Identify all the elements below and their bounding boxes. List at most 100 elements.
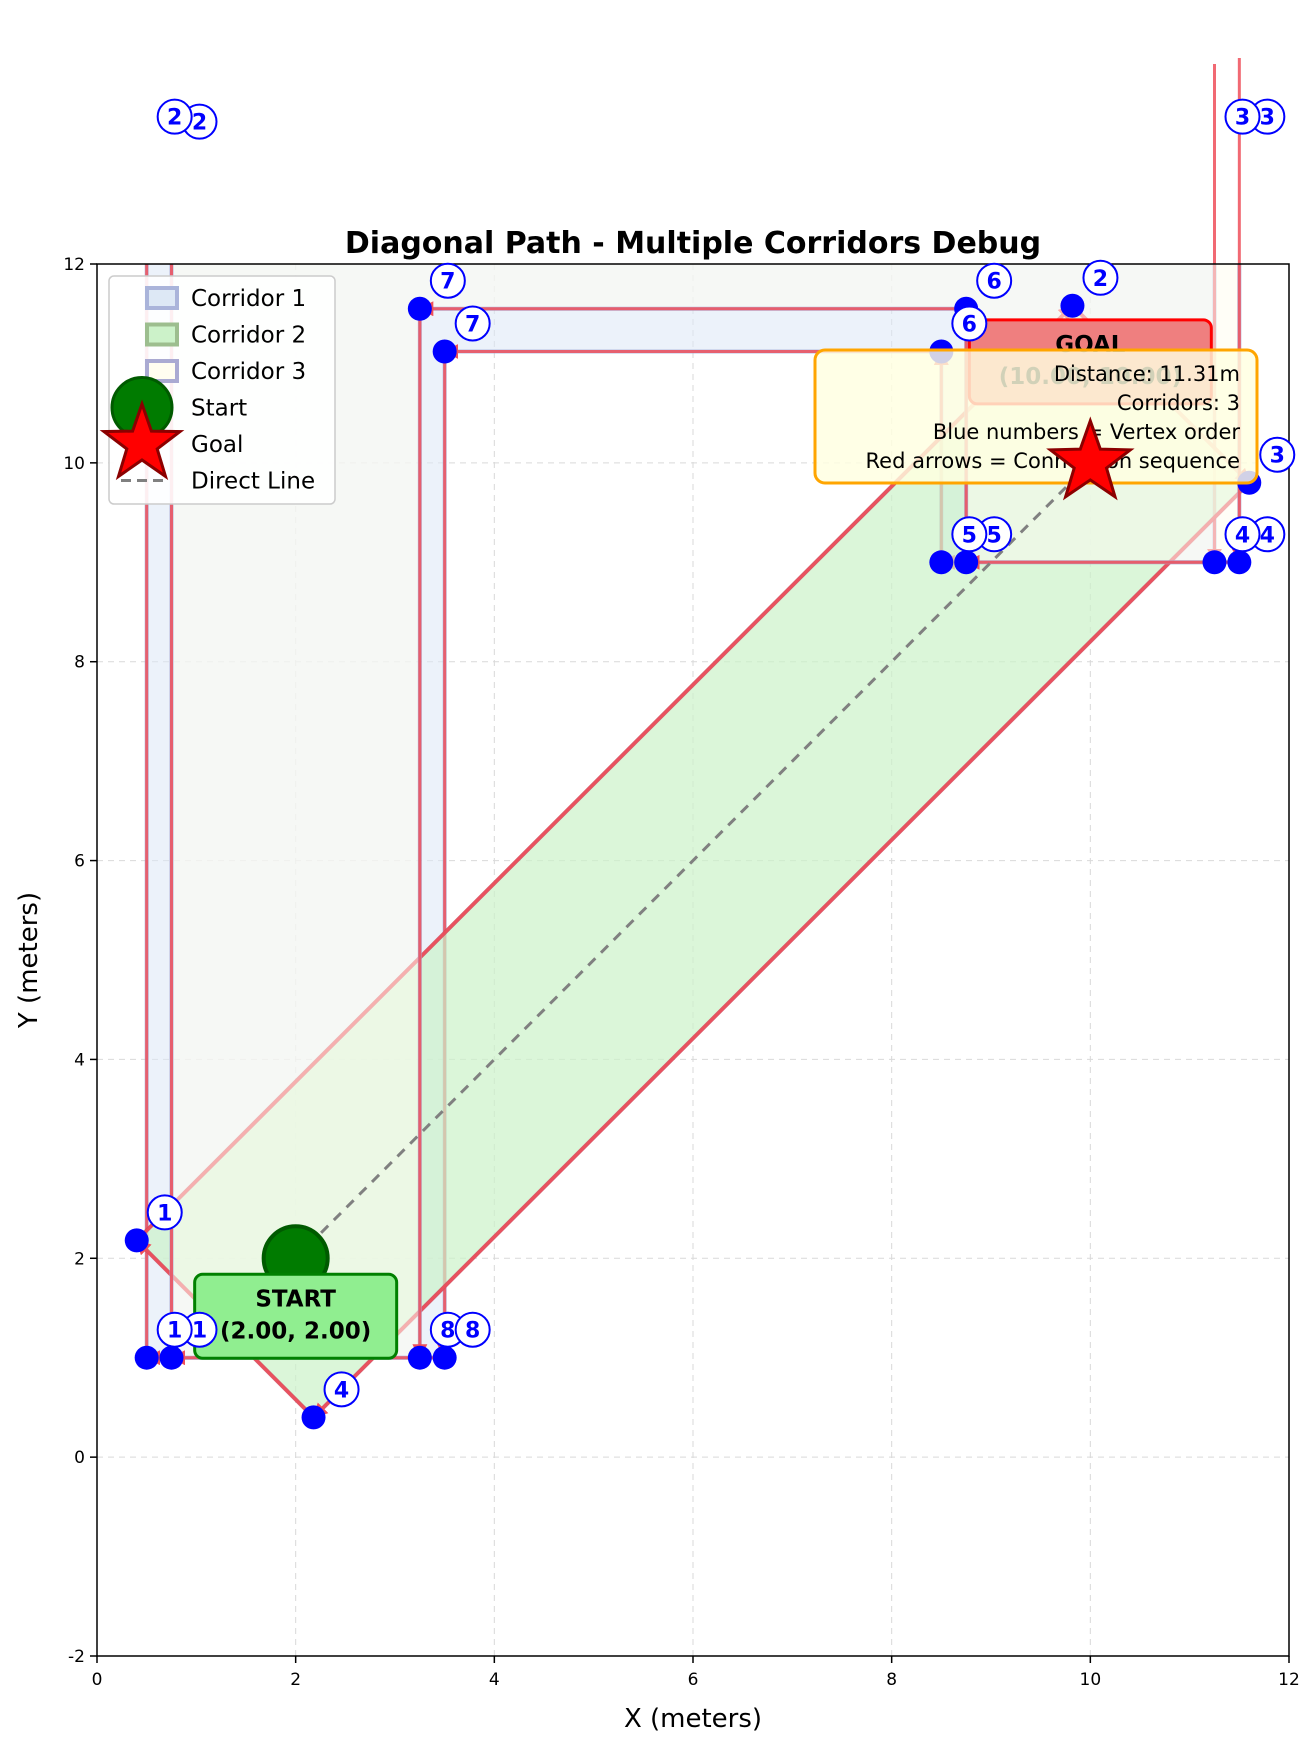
x-tick-label: 8 [886, 1670, 897, 1690]
vertex-point [159, 1345, 184, 1370]
y-tick-label: 12 [63, 255, 85, 275]
vertex-label-text: 4 [1260, 523, 1275, 548]
vertex-label-circle [1224, 98, 1261, 135]
vertex-label: 4 [1249, 516, 1286, 553]
connection-arrow [312, 481, 1251, 1419]
vertex-label-text: 3 [1235, 106, 1250, 131]
legend-corridor-swatch [145, 359, 179, 383]
x-axis-label: X (meters) [624, 1704, 762, 1734]
goal-star [1046, 416, 1135, 501]
vertex-label-circle [1224, 516, 1261, 553]
legend-corridor-swatch [145, 322, 179, 347]
vertex-point [1060, 293, 1085, 318]
vertex-label-circle [156, 1311, 193, 1348]
vertex-label-text: 3 [1270, 444, 1285, 469]
vertex-label: 8 [429, 1311, 466, 1348]
x-tick-label: 2 [290, 1670, 301, 1690]
vertex-label-text: 3 [1260, 106, 1275, 131]
vertex-label-circle [1259, 436, 1296, 473]
connection-arrow [172, 145, 1240, 150]
vertex-label-text: 5 [987, 523, 1002, 548]
legend-label: Direct Line [191, 469, 315, 495]
vertex-label: 6 [976, 262, 1013, 299]
legend-corridor-swatch [145, 286, 179, 310]
x-tick-label: 0 [92, 1670, 103, 1690]
legend-label: Corridor 3 [191, 359, 306, 385]
vertex-label-text: 8 [440, 1319, 455, 1344]
vertex-label-circle [951, 305, 988, 342]
vertex-label: 2 [1082, 259, 1119, 296]
y-axis-label: Y (meters) [14, 892, 44, 1029]
vertex-point [407, 296, 432, 321]
x-tick-label: 10 [1080, 1670, 1102, 1690]
vertex-label-text: 4 [334, 1378, 349, 1403]
legend-label: Start [191, 396, 247, 422]
x-tick-label: 6 [688, 1670, 699, 1690]
vertex-label-text: 6 [987, 270, 1002, 295]
y-tick-label: 6 [74, 852, 85, 872]
legend-label: Corridor 1 [191, 286, 306, 312]
y-tick-label: 8 [74, 653, 85, 673]
vertex-point [432, 1345, 457, 1370]
vertex-label-text: 2 [192, 111, 207, 136]
info-box-line: Distance: 11.31m [1054, 362, 1240, 386]
legend-entry: Corridor 2 [145, 322, 306, 349]
vertex-label: 4 [323, 1371, 360, 1408]
vertex-label: 3 [1259, 436, 1296, 473]
vertex-label: 7 [454, 305, 491, 342]
info-box-frame [813, 348, 1259, 485]
legend-label: Goal [191, 432, 243, 458]
vertex-label: 1 [181, 1311, 218, 1348]
legend-goal-star [99, 399, 185, 481]
start-label-coords: (2.00, 2.00) [220, 1318, 371, 1344]
vertex-label: 1 [156, 1311, 193, 1348]
vertex-label: 6 [951, 305, 988, 342]
vertex-point [134, 1345, 159, 1370]
vertex-label-text: 7 [465, 312, 480, 337]
legend-entry: Corridor 3 [145, 359, 306, 385]
vertex-label-circle [454, 1311, 491, 1348]
vertex-label-circle [323, 1371, 360, 1408]
y-tick-label: 10 [63, 454, 85, 474]
vertex-label-text: 5 [962, 523, 977, 548]
vertex-label: 7 [429, 262, 466, 299]
vertex-point [407, 1345, 432, 1370]
vertex-point [1227, 550, 1252, 575]
vertex-label-circle [156, 98, 193, 135]
vertex-label-text: 7 [440, 270, 455, 295]
vertex-label: 8 [454, 1311, 491, 1348]
vertex-point [929, 550, 954, 575]
vertex-point [1202, 550, 1227, 575]
vertex-point [432, 339, 457, 364]
vertex-label-circle [1082, 259, 1119, 296]
y-tick-label: -2 [68, 1647, 85, 1667]
x-tick-label: 12 [1278, 1670, 1300, 1690]
vertex-label: 5 [951, 516, 988, 553]
vertex-label-circle [429, 262, 466, 299]
y-tick-label: 0 [74, 1448, 85, 1468]
vertex-label-text: 1 [167, 1319, 182, 1344]
vertex-point [124, 1228, 149, 1253]
vertex-label: 2 [156, 98, 193, 135]
vertex-label: 1 [146, 1194, 183, 1231]
legend-label: Corridor 2 [191, 323, 306, 349]
x-tick-label: 4 [489, 1670, 500, 1690]
vertex-label-circle [951, 516, 988, 553]
vertex-label: 5 [976, 516, 1013, 553]
vertex-label-text: 8 [465, 1319, 480, 1344]
vertex-point [954, 550, 979, 575]
vertex-point [301, 1405, 326, 1430]
vertex-label-text: 4 [1235, 523, 1250, 548]
vertex-label-text: 2 [1093, 267, 1108, 292]
legend-entry: Corridor 1 [145, 286, 306, 312]
y-tick-label: 2 [74, 1249, 85, 1269]
vertex-label-text: 6 [962, 312, 977, 337]
vertex-label-text: 1 [157, 1201, 172, 1226]
start-label-title: START [255, 1286, 336, 1312]
info-box-line: Corridors: 3 [1117, 391, 1240, 415]
chart-title: Diagonal Path - Multiple Corridors Debug [345, 226, 1041, 261]
vertex-label-circle [976, 262, 1013, 299]
